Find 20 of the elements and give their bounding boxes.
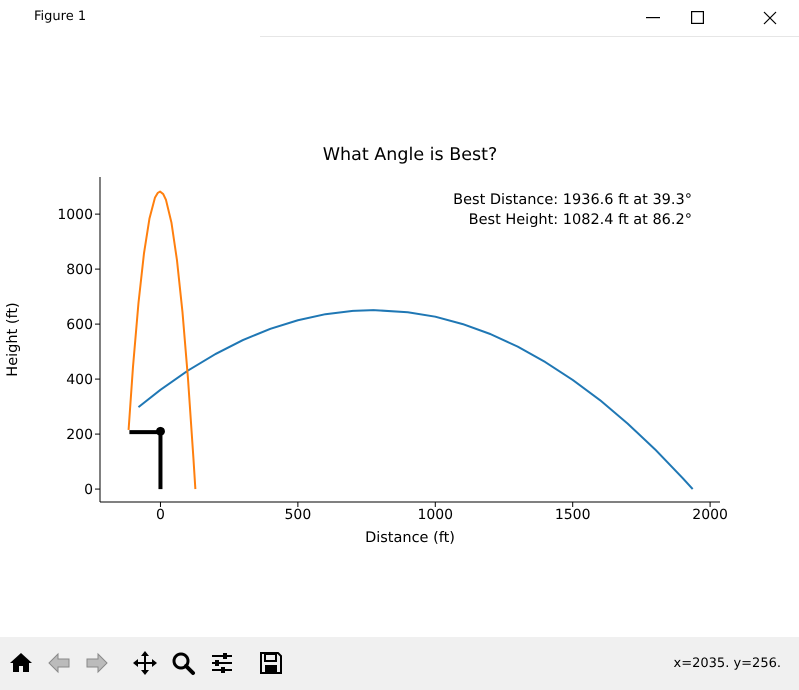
text: x=2035. y=256.	[674, 656, 781, 671]
y-axis-title: Height (ft)	[5, 302, 22, 377]
y-tick-label: 0	[84, 482, 93, 498]
x-axis-title: Distance (ft)	[365, 530, 455, 546]
y-tick-label: 800	[66, 262, 93, 278]
x-tick-label: 1000	[417, 506, 454, 523]
y-tick-label: 200	[66, 427, 93, 444]
x-tick-label: 1500	[554, 506, 591, 523]
x-tick-label: 0	[156, 506, 165, 523]
y-tick-label: 1000	[57, 207, 93, 224]
annotation: Best Height: 1082.4 ft at 86.2°	[468, 211, 692, 230]
line-series	[137, 309, 694, 490]
y-tick-label: 600	[66, 317, 93, 334]
y-tick-label: 400	[66, 372, 93, 388]
x-tick-label: 500	[284, 506, 312, 523]
annotation: Best Distance: 1936.6 ft at 39.3°	[453, 191, 692, 210]
chart-title: What Angle is Best?	[322, 145, 498, 165]
line-series	[128, 190, 196, 490]
caption: Figure 1	[34, 9, 86, 24]
x-tick-label: 2000	[692, 506, 728, 523]
